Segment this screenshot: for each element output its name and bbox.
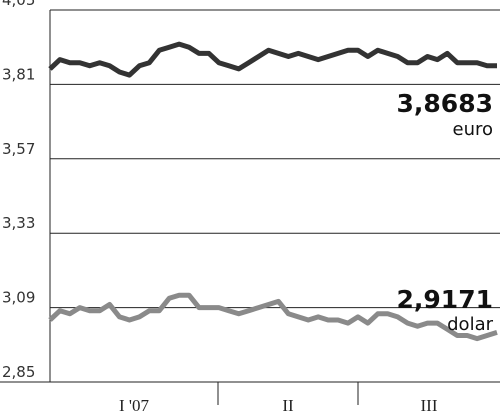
- y-tick-label: 4,05: [2, 0, 35, 9]
- y-tick-label: 3,81: [2, 65, 35, 83]
- y-tick-label: 2,85: [2, 363, 35, 381]
- line: [48, 292, 498, 342]
- x-tick-label: I '07: [119, 396, 149, 415]
- y-tick-label: 3,33: [2, 214, 35, 232]
- series-name: euro: [453, 119, 494, 140]
- value-label: 3,8683: [397, 89, 493, 118]
- series-name: dolar: [447, 314, 493, 335]
- y-tick-label: 3,57: [2, 140, 35, 158]
- y-tick-label: 3,09: [2, 289, 35, 307]
- value-label: 2,9171: [397, 285, 493, 314]
- line: [48, 41, 497, 78]
- x-tick-label: III: [421, 396, 438, 415]
- x-tick-label: II: [282, 396, 294, 415]
